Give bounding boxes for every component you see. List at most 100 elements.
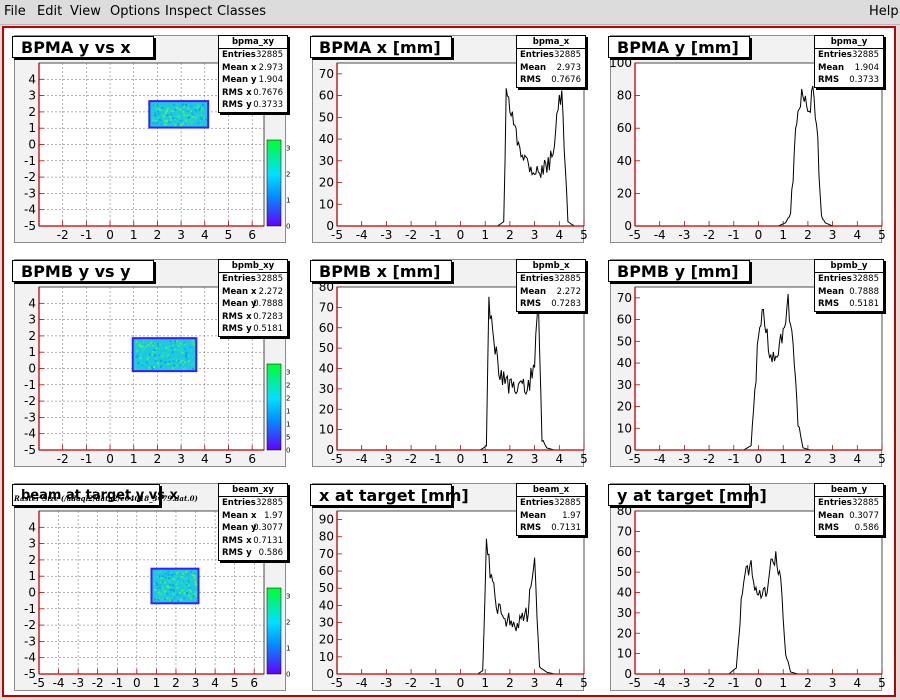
x-tick-label: -2 [405,452,417,466]
stats-box[interactable]: bpmb_x Entries 32885 Mean 2.272 RMS 0.7283 [516,259,586,312]
pad-bpma-x[interactable]: -5 -4 -3 -2 -1 0 1 2 3 4 5 0 10 20 30 40 50 60 70 BPMA x [m… [304,30,588,246]
chart-title[interactable]: x at target [mm] [310,484,469,506]
heatmap-cell [155,351,158,354]
heatmap-cell [157,591,160,594]
pad-bpmb-x[interactable]: -5 -4 -3 -2 -1 0 1 2 3 4 5 0 10 20 30 40 50 60 70 80 BPMB x … [304,254,588,470]
x-tick-label: -2 [703,676,715,690]
stats-box[interactable]: bpmb_y Entries 32885 Mean 0.7888 RMS 0.5181 [814,259,884,312]
pad-bpmb-y[interactable]: -5 -4 -3 -2 -1 0 1 2 3 4 5 0 10 20 30 40 50 60 70 BPMB y [m… [602,254,886,470]
chart-title[interactable]: BPMB x [mm] [310,260,452,282]
palette-tick-label: 20 [286,394,290,402]
heatmap-cell [158,597,161,600]
stats-box[interactable]: bpma_y Entries 32885 Mean 1.904 RMS 0.3733 [814,35,884,88]
stats-label: Mean x [222,62,257,73]
heatmap-cell [166,585,169,588]
x-tick-label: 0 [106,452,114,466]
heatmap-cell [155,582,158,585]
heatmap-cell [193,593,196,596]
heatmap-cell [160,598,163,601]
stats-value: 1.97 [562,510,581,521]
heatmap-cell [182,105,185,108]
heatmap-cell [176,586,179,589]
menu-classes[interactable]: Classes [217,4,266,19]
x-tick-label: 4 [201,452,209,466]
y-tick-label: 60 [617,121,632,135]
heatmap-cell [156,107,159,110]
heatmap-cell [141,348,144,351]
heatmap-cell [190,116,193,119]
heatmap-cell [160,580,163,583]
heatmap-cell [182,362,185,365]
stats-box[interactable]: bpma_x Entries 32885 Mean 2.973 RMS 0.7676 [516,35,586,88]
pad-beam-xy[interactable]: 0102030-5-4-3-2-10123456-5-4-3-2-101234b… [6,478,290,694]
y-tick-label: 20 [319,402,334,416]
heatmap-cell [194,583,197,586]
heatmap-cell [164,361,167,364]
menu-inspect[interactable]: Inspect [165,4,213,19]
stats-row: Mean x 2.272 [219,286,287,299]
y-tick-label: 20 [617,400,632,414]
menu-file[interactable]: File [4,4,26,19]
menu-view[interactable]: View [70,4,101,19]
menu-help[interactable]: Help [869,4,899,19]
heatmap-cell [169,589,172,592]
stats-box[interactable]: beam_x Entries 32885 Mean 1.97 RMS 0.7131 [516,483,586,536]
heatmap-cell [170,109,173,112]
stats-value: 0.7131 [551,523,581,533]
menu-edit[interactable]: Edit [37,4,63,19]
stats-label: RMS [520,75,542,85]
y-tick-label: 50 [617,334,632,348]
heatmap-cell [179,124,182,127]
menu-options[interactable]: Options [110,4,161,19]
chart-title[interactable]: BPMA x [mm] [310,36,452,58]
chart-title[interactable]: BPMB y [mm] [608,260,750,282]
heatmap-cell [140,357,143,360]
palette-tick-label: 30 [286,592,290,600]
stats-label: RMS [520,299,542,309]
stats-box[interactable]: beam_y Entries 32885 Mean 0.3077 RMS 0.586 [814,483,884,536]
heatmap-cell [155,121,158,124]
heatmap-cell [185,122,188,125]
x-tick-label: -1 [430,452,442,466]
x-tick-label: -1 [728,452,740,466]
heatmap-cell [157,112,160,115]
heatmap-cell [159,118,162,121]
heatmap-cell [186,573,189,576]
heatmap-cell [192,595,195,598]
heatmap-cell [177,123,180,126]
y-tick-label: -5 [24,443,36,457]
heatmap-cell [178,116,181,119]
heatmap-cell [179,592,182,595]
heatmap-cell [199,110,202,113]
x-tick-label: 5 [878,228,886,242]
pad-beam-x[interactable]: -5 -4 -3 -2 -1 0 1 2 3 4 5 0 10 20 30 40 50 60 70 80 90 x at … [304,478,588,694]
pad-bpmb-xy[interactable]: 0 5 10 15 20 25 30 -2 -1 0 1 2 3 4 5 6 -5 -4 -3 -2 -1 0 1 2 3 4 BP… [6,254,290,470]
chart-title[interactable]: BPMA y [mm] [608,36,750,58]
stats-row: Entries 32885 [517,273,585,286]
stats-row: Entries 32885 [219,49,287,62]
stats-box[interactable]: bpmb_xy Entries 32885 Mean x 2.272 Mean y 0.78… [218,259,288,337]
x-tick-label: 1 [779,228,787,242]
pad-beam-y[interactable]: -5 -4 -3 -2 -1 0 1 2 3 4 5 0 10 20 30 40 50 60 70 80 y at ta… [602,478,886,694]
heatmap-cell [174,111,177,114]
chart-title[interactable]: BPMB y vs y [12,260,154,282]
heatmap-cell [160,355,163,358]
chart-title[interactable]: BPMA y vs x [12,36,154,58]
chart-title[interactable]: beam at target y vs x [12,484,178,506]
stats-box[interactable]: bpma_xy Entries 32885 Mean x 2.973 Mean y 1.90… [218,35,288,113]
x-tick-label: 0 [755,676,763,690]
heatmap-cell [172,358,175,361]
pad-bpma-y[interactable]: -5 -4 -3 -2 -1 0 1 2 3 4 5 0 20 40 60 80 100 BPMA y [mm] b… [602,30,886,246]
heatmap-cell [171,109,174,112]
palette-tick-label: 0 [286,671,290,679]
heatmap-cell [183,114,186,117]
y-tick-label: 70 [319,67,334,81]
heatmap-cell [197,115,200,118]
heatmap-cell [194,106,197,109]
chart-title[interactable]: y at target [mm] [608,484,767,506]
pad-bpma-xy[interactable]: 0 10 20 30 -2 -1 0 1 2 3 4 5 6 -5 -4 -3 -2 -1 0 1 2 3 4 BPMA y … [6,30,290,246]
stats-box[interactable]: beam_xy Entries 32885 Mean x 1.97 Mean y 0.307… [218,483,288,561]
